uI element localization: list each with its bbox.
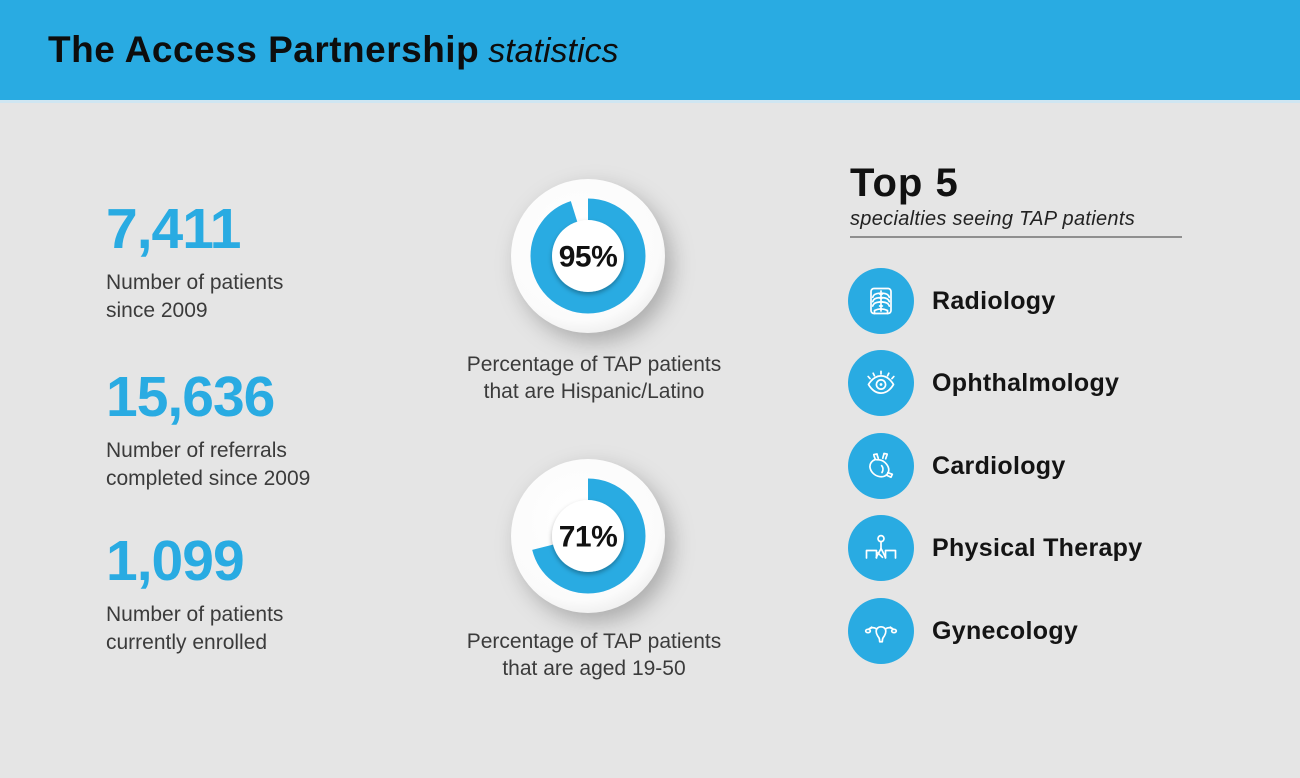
radiology-icon-circle [848, 268, 914, 334]
xray-ribcage-icon [870, 287, 892, 315]
stat-value: 7,411 [106, 197, 242, 261]
stat-value: 15,636 [106, 365, 275, 429]
donut-arc-segment [530, 198, 646, 314]
specialty-label: Gynecology [932, 616, 1079, 645]
specialty-row-radiology: Radiology [848, 268, 1056, 334]
header-bar: The Access Partnership statistics [0, 0, 1300, 103]
specialty-row-gynecology: Gynecology [848, 598, 1078, 664]
donut-center-disc [552, 220, 624, 292]
caption-line2: that are Hispanic/Latino [483, 379, 705, 403]
donut-chart-svg: 95% [511, 179, 665, 333]
stat-label-line1: Number of referrals [106, 439, 287, 462]
stat-patients-since-2009: 7,411 Number of patients since 2009 [106, 201, 283, 324]
stat-label: Number of patients since 2009 [106, 269, 283, 324]
donut-chart-svg: 71% [511, 459, 665, 613]
stat-label-line1: Number of patients [106, 603, 284, 626]
top5-title: Top 5 [850, 161, 959, 205]
stat-currently-enrolled: 1,099 Number of patients currently enrol… [106, 533, 283, 656]
specialty-label: Physical Therapy [932, 533, 1143, 562]
specialty-row-ophthalmology: Ophthalmology [848, 350, 1119, 416]
anatomical-heart-icon [869, 452, 894, 479]
donut-chart-hispanic-latino: 95% [503, 171, 673, 341]
stat-label-line1: Number of patients [106, 271, 284, 294]
donut-center-disc [552, 500, 624, 572]
stat-label-line2: completed since 2009 [106, 466, 311, 490]
specialty-row-physical-therapy: Physical Therapy [848, 515, 1142, 581]
donut-caption-hispanic-latino: Percentage of TAP patients that are Hisp… [444, 352, 744, 406]
specialty-label: Ophthalmology [932, 368, 1120, 397]
donut-center-value: 95% [559, 241, 618, 274]
page-title-italic: statistics [488, 32, 619, 70]
top5-divider [850, 236, 1182, 238]
caption-line2: that are aged 19-50 [502, 656, 686, 680]
specialty-label: Radiology [932, 286, 1056, 315]
stat-value: 1,099 [106, 529, 245, 593]
donut-center-value: 71% [559, 521, 618, 554]
stat-label: Number of patients currently enrolled [106, 601, 283, 656]
gynecology-icon-circle [848, 598, 914, 664]
donut-arc-segment [530, 478, 646, 594]
physical-therapy-icon-circle [848, 515, 914, 581]
stat-label: Number of referrals completed since 2009 [106, 437, 310, 492]
eye-icon [867, 370, 895, 394]
donut-caption-aged-19-50: Percentage of TAP patients that are aged… [444, 629, 744, 683]
uterus-icon [864, 625, 898, 643]
caption-line1: Percentage of TAP patients [466, 630, 722, 653]
page-title-bold: The Access Partnership [48, 29, 480, 70]
top5-subtitle: specialties seeing TAP patients [850, 208, 1136, 230]
ophthalmology-icon-circle [848, 350, 914, 416]
stat-referrals-completed: 15,636 Number of referrals completed sin… [106, 369, 310, 492]
parallel-bars-walker-icon [865, 534, 897, 559]
donut-chart-aged-19-50: 71% [503, 451, 673, 621]
page-title: The Access Partnership statistics [48, 29, 619, 71]
cardiology-icon-circle [848, 433, 914, 499]
caption-line1: Percentage of TAP patients [466, 353, 722, 376]
specialty-row-cardiology: Cardiology [848, 433, 1066, 499]
specialty-label: Cardiology [932, 451, 1066, 480]
stat-label-line2: since 2009 [106, 298, 208, 322]
stat-label-line2: currently enrolled [106, 630, 268, 654]
